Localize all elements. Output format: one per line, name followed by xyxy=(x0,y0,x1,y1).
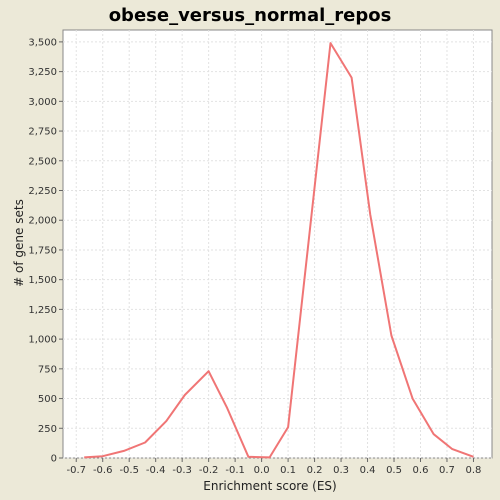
x-tick-label: -0.7 xyxy=(66,465,86,476)
x-tick-label: -0.1 xyxy=(225,465,245,476)
y-tick-label: 2,500 xyxy=(28,156,57,167)
y-tick-label: 500 xyxy=(38,394,57,405)
plot-area xyxy=(62,29,493,459)
y-tick-label: 750 xyxy=(38,364,57,375)
y-tick-label: 250 xyxy=(38,424,57,435)
x-tick-label: -0.6 xyxy=(93,465,113,476)
x-tick-label: 0.2 xyxy=(307,465,323,476)
y-tick-label: 1,250 xyxy=(28,305,57,316)
x-axis-title: Enrichment score (ES) xyxy=(203,479,336,493)
y-tick-label: 2,000 xyxy=(28,216,57,227)
series-line xyxy=(84,42,474,459)
y-tick-label: 2,250 xyxy=(28,186,57,197)
x-tick-label: 0.6 xyxy=(413,465,429,476)
y-tick-label: 1,000 xyxy=(28,335,57,346)
y-tick-label: 3,250 xyxy=(28,67,57,78)
x-tick-label: 0.1 xyxy=(280,465,296,476)
y-tick-label: 3,500 xyxy=(28,37,57,48)
x-tick-label: 0.3 xyxy=(333,465,349,476)
y-axis-title: # of gene sets xyxy=(12,199,26,287)
grid-layer xyxy=(63,30,492,459)
y-tick-label: 3,000 xyxy=(28,97,57,108)
axis-layer: -0.7 -0.6 -0.5 -0.4 -0.3 -0.2 -0.1 0.0 0.1 0.2 0.3… xyxy=(28,37,481,476)
y-tick-label: 1,500 xyxy=(28,275,57,286)
x-tick-label: 0.5 xyxy=(386,465,402,476)
x-tick-label: -0.4 xyxy=(146,465,166,476)
x-tick-label: 0.0 xyxy=(254,465,270,476)
x-tick-label: -0.3 xyxy=(172,465,192,476)
y-tick-label: 1,750 xyxy=(28,245,57,256)
x-tick-label: 0.8 xyxy=(466,465,482,476)
chart-title: obese_versus_normal_repos xyxy=(109,5,392,26)
x-tick-label: 0.4 xyxy=(360,465,376,476)
y-tick-label: 2,750 xyxy=(28,127,57,138)
y-tick-label: 0 xyxy=(51,454,57,465)
x-tick-label: -0.2 xyxy=(199,465,219,476)
series-layer xyxy=(84,42,474,459)
x-tick-label: -0.5 xyxy=(119,465,139,476)
x-tick-label: 0.7 xyxy=(439,465,455,476)
